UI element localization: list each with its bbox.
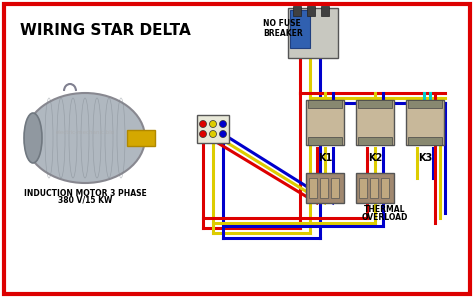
Bar (358, 137, 392, 145)
Text: K2: K2 (368, 153, 382, 163)
Text: 380 V/15 KW: 380 V/15 KW (58, 195, 112, 204)
Bar (306, 173, 344, 203)
Circle shape (200, 120, 207, 128)
Bar (331, 178, 339, 198)
Bar (356, 173, 394, 203)
Bar (290, 10, 310, 48)
Bar (306, 100, 344, 145)
Circle shape (219, 131, 227, 137)
Bar (370, 178, 378, 198)
Text: electric-mechanic.blo: electric-mechanic.blo (55, 131, 115, 136)
Bar (381, 178, 389, 198)
Bar (307, 6, 315, 16)
Bar (358, 100, 392, 108)
Bar (197, 115, 229, 143)
Ellipse shape (25, 93, 145, 183)
Bar (406, 100, 444, 145)
Bar (308, 137, 342, 145)
Bar (321, 6, 329, 16)
Text: K1: K1 (318, 153, 332, 163)
Circle shape (219, 120, 227, 128)
Bar (356, 100, 394, 145)
Text: INDUCTION MOTOR 3 PHASE: INDUCTION MOTOR 3 PHASE (24, 189, 146, 198)
Bar (293, 6, 301, 16)
Text: K3: K3 (418, 153, 432, 163)
Circle shape (210, 120, 217, 128)
Text: OVERLOAD: OVERLOAD (362, 213, 408, 223)
Bar (320, 178, 328, 198)
Bar (359, 178, 367, 198)
Bar (309, 178, 317, 198)
Bar (308, 100, 342, 108)
Text: WIRING STAR DELTA: WIRING STAR DELTA (20, 23, 191, 38)
Bar (288, 8, 338, 58)
Bar (127, 130, 155, 146)
Text: BREAKER: BREAKER (263, 29, 303, 38)
Text: NO FUSE: NO FUSE (263, 18, 301, 27)
Circle shape (200, 131, 207, 137)
Circle shape (210, 131, 217, 137)
Bar (408, 137, 442, 145)
Ellipse shape (24, 113, 42, 163)
Text: THERMAL: THERMAL (364, 206, 406, 215)
Bar (408, 100, 442, 108)
